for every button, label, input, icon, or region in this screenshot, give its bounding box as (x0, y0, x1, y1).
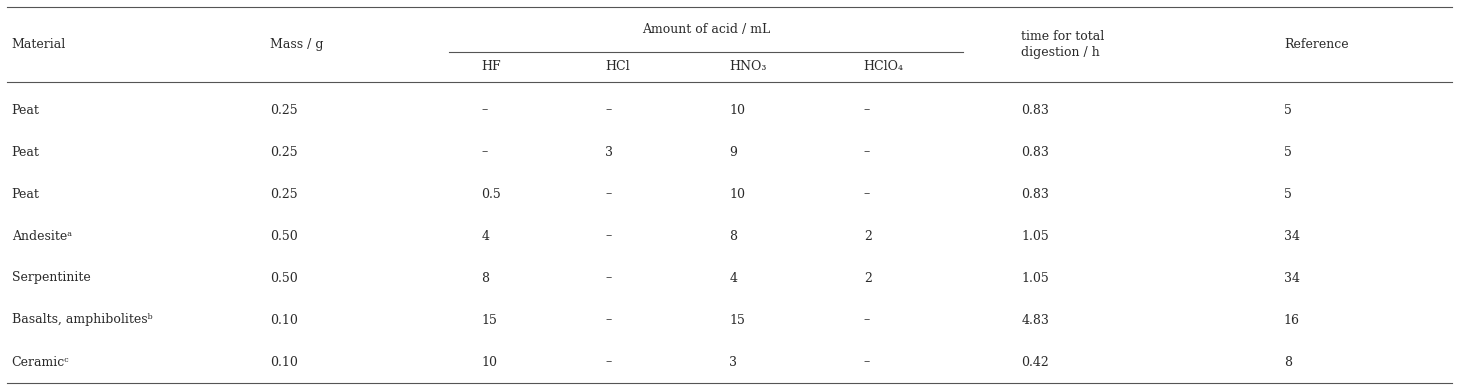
Text: Peat: Peat (12, 188, 39, 201)
Text: –: – (864, 145, 870, 158)
Text: Amount of acid / mL: Amount of acid / mL (642, 23, 770, 36)
Text: –: – (864, 314, 870, 326)
Text: 34: 34 (1284, 271, 1300, 285)
Text: 4: 4 (730, 271, 737, 285)
Text: 9: 9 (730, 145, 737, 158)
Text: 5: 5 (1284, 104, 1291, 117)
Text: 8: 8 (481, 271, 489, 285)
Text: 0.50: 0.50 (270, 271, 298, 285)
Text: 0.42: 0.42 (1021, 355, 1049, 368)
Text: 10: 10 (730, 188, 746, 201)
Text: Peat: Peat (12, 145, 39, 158)
Text: HClO₄: HClO₄ (864, 61, 903, 74)
Text: Serpentinite: Serpentinite (12, 271, 90, 285)
Text: Mass / g: Mass / g (270, 38, 324, 51)
Text: –: – (864, 104, 870, 117)
Text: Reference: Reference (1284, 38, 1348, 51)
Text: –: – (605, 104, 611, 117)
Text: 0.83: 0.83 (1021, 145, 1049, 158)
Text: –: – (864, 355, 870, 368)
Text: 0.10: 0.10 (270, 314, 298, 326)
Text: 0.83: 0.83 (1021, 104, 1049, 117)
Text: –: – (605, 271, 611, 285)
Text: –: – (481, 145, 487, 158)
Text: HCl: HCl (605, 61, 630, 74)
Text: –: – (605, 355, 611, 368)
Text: HNO₃: HNO₃ (730, 61, 767, 74)
Text: 1.05: 1.05 (1021, 230, 1049, 242)
Text: 5: 5 (1284, 145, 1291, 158)
Text: –: – (605, 314, 611, 326)
Text: 0.50: 0.50 (270, 230, 298, 242)
Text: 0.10: 0.10 (270, 355, 298, 368)
Text: 4: 4 (481, 230, 489, 242)
Text: –: – (605, 188, 611, 201)
Text: 0.25: 0.25 (270, 104, 298, 117)
Text: 2: 2 (864, 230, 871, 242)
Text: Basalts, amphibolitesᵇ: Basalts, amphibolitesᵇ (12, 314, 152, 326)
Text: time for total
digestion / h: time for total digestion / h (1021, 30, 1104, 59)
Text: HF: HF (481, 61, 500, 74)
Text: 5: 5 (1284, 188, 1291, 201)
Text: 3: 3 (605, 145, 613, 158)
Text: 0.83: 0.83 (1021, 188, 1049, 201)
Text: –: – (605, 230, 611, 242)
Text: 0.5: 0.5 (481, 188, 502, 201)
Text: Peat: Peat (12, 104, 39, 117)
Text: Material: Material (12, 38, 66, 51)
Text: 3: 3 (730, 355, 737, 368)
Text: 4.83: 4.83 (1021, 314, 1049, 326)
Text: 1.05: 1.05 (1021, 271, 1049, 285)
Text: 15: 15 (481, 314, 498, 326)
Text: 16: 16 (1284, 314, 1300, 326)
Text: 34: 34 (1284, 230, 1300, 242)
Text: Andesiteᵃ: Andesiteᵃ (12, 230, 71, 242)
Text: 8: 8 (1284, 355, 1291, 368)
Text: –: – (481, 104, 487, 117)
Text: 15: 15 (730, 314, 746, 326)
Text: 0.25: 0.25 (270, 145, 298, 158)
Text: 0.25: 0.25 (270, 188, 298, 201)
Text: 8: 8 (730, 230, 737, 242)
Text: 10: 10 (730, 104, 746, 117)
Text: –: – (864, 188, 870, 201)
Text: 2: 2 (864, 271, 871, 285)
Text: Ceramicᶜ: Ceramicᶜ (12, 355, 69, 368)
Text: 10: 10 (481, 355, 498, 368)
